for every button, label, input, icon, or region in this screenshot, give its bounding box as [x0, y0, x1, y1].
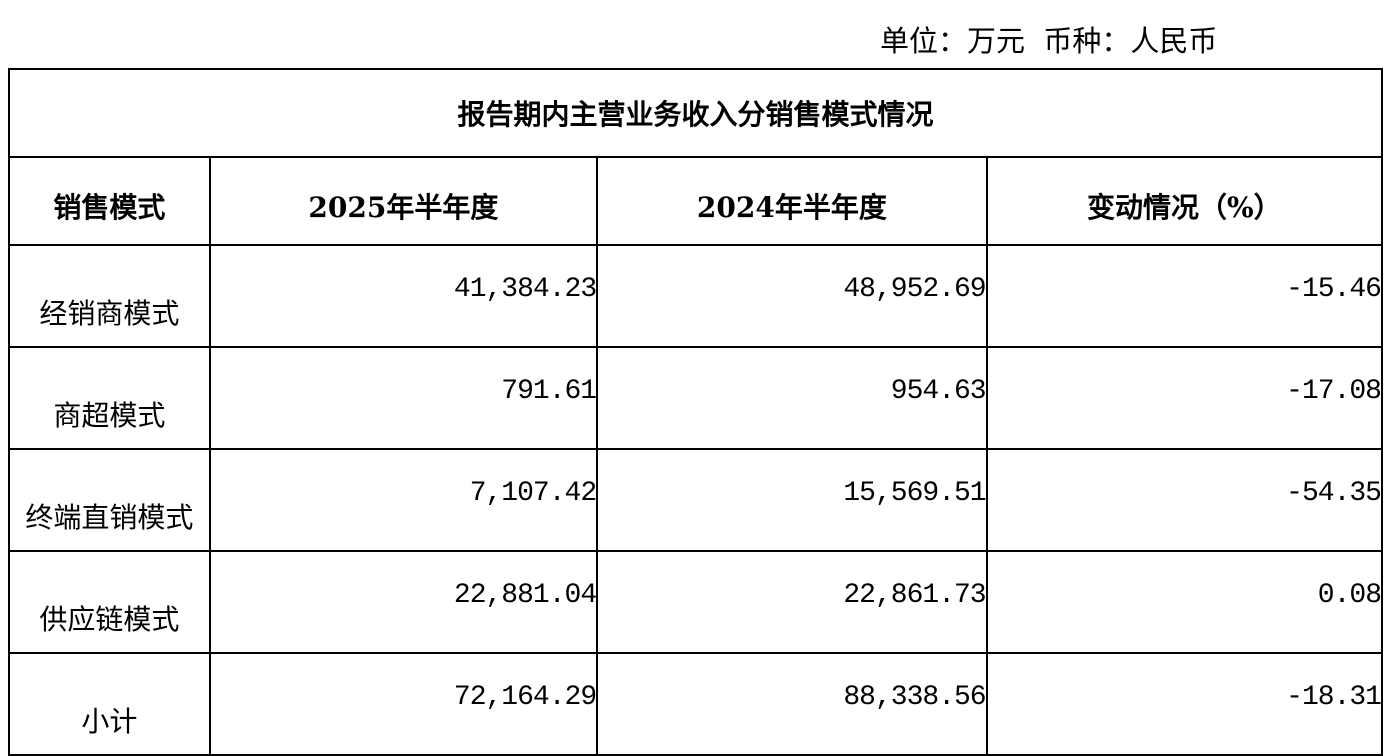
row-label: 终端直销模式 — [8, 448, 211, 552]
table-row: 经销商模式 41,384.23 48,952.69 -15.46 — [8, 244, 1384, 348]
value-cell: 954.63 — [596, 346, 988, 450]
header-cell: 销售模式 — [8, 156, 211, 246]
header-cell: 2025年半年度 — [208, 156, 599, 246]
row-label: 经销商模式 — [8, 244, 211, 348]
value-cell: -18.31 — [985, 652, 1384, 756]
row-label: 小计 — [8, 652, 211, 756]
value-cell: 791.61 — [208, 346, 599, 450]
value-cell: -54.35 — [985, 448, 1384, 552]
unit-currency-note: 单位：万元 币种：人民币 — [880, 24, 1218, 58]
subtotal-row: 小计 72,164.29 88,338.56 -18.31 — [8, 652, 1384, 756]
sales-mode-revenue-table: 报告期内主营业务收入分销售模式情况 销售模式 2025年半年度 2024年半年度… — [8, 68, 1384, 756]
table-row: 供应链模式 22,881.04 22,861.73 0.08 — [8, 550, 1384, 654]
row-label: 商超模式 — [8, 346, 211, 450]
value-cell: 22,881.04 — [208, 550, 599, 654]
value-cell: -15.46 — [985, 244, 1384, 348]
value-cell: 72,164.29 — [208, 652, 599, 756]
header-cell: 变动情况（%） — [985, 156, 1384, 246]
header-cell: 2024年半年度 — [596, 156, 988, 246]
value-cell: 22,861.73 — [596, 550, 988, 654]
value-cell: 88,338.56 — [596, 652, 988, 756]
value-cell: 48,952.69 — [596, 244, 988, 348]
value-cell: 15,569.51 — [596, 448, 988, 552]
table-title: 报告期内主营业务收入分销售模式情况 — [8, 68, 1383, 158]
table-row: 商超模式 791.61 954.63 -17.08 — [8, 346, 1384, 450]
header-row: 销售模式 2025年半年度 2024年半年度 变动情况（%） — [8, 156, 1384, 246]
value-cell: 7,107.42 — [208, 448, 599, 552]
value-cell: 0.08 — [985, 550, 1384, 654]
table-row: 终端直销模式 7,107.42 15,569.51 -54.35 — [8, 448, 1384, 552]
value-cell: 41,384.23 — [208, 244, 599, 348]
value-cell: -17.08 — [985, 346, 1384, 450]
row-label: 供应链模式 — [8, 550, 211, 654]
